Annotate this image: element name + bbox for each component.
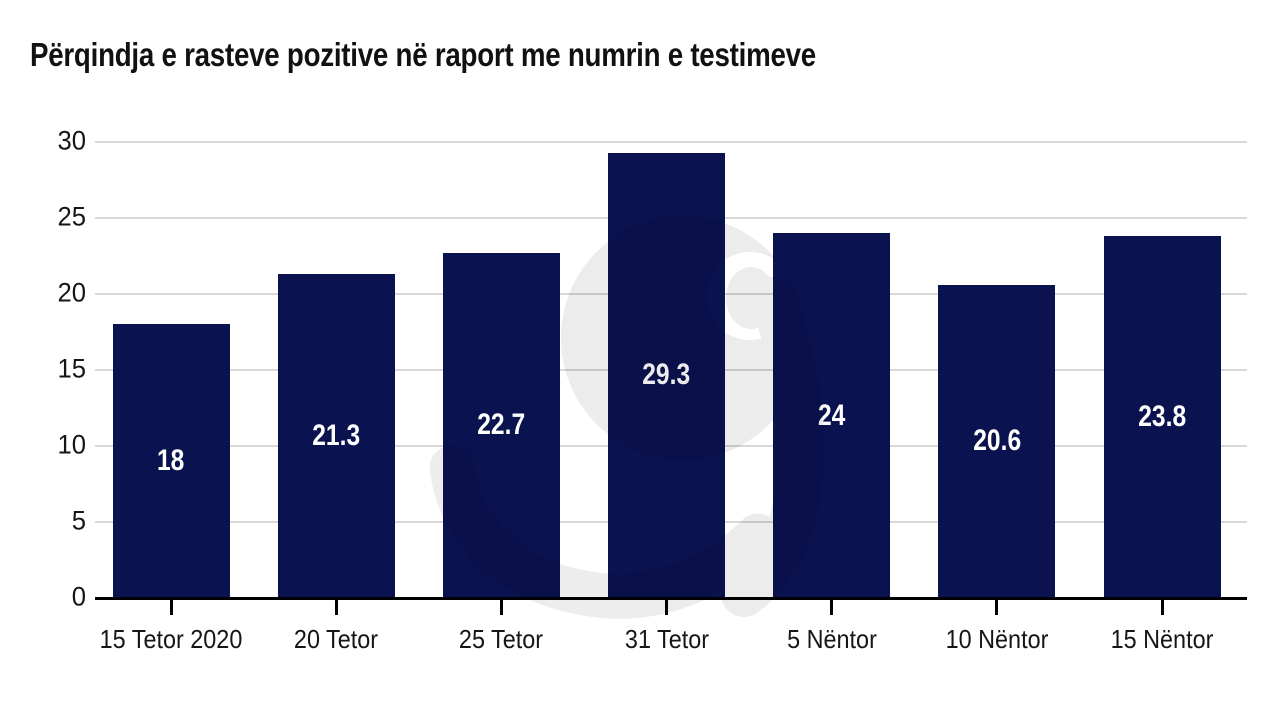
- x-axis-tick: [499, 598, 503, 615]
- bar-15-tetor-2020: 18: [112, 324, 230, 598]
- bar-value-label: 20.6: [972, 424, 1021, 458]
- x-axis-tick-label: 15 Tetor 2020: [99, 624, 243, 654]
- x-axis-tick-label: 31 Tetor: [624, 624, 709, 654]
- y-axis-tick-label: 10: [57, 429, 86, 460]
- chart-title-text: Përqindja e rasteve pozitive në raport m…: [30, 36, 816, 73]
- bar-25-tetor: 22.7: [442, 252, 560, 598]
- gridline: [95, 141, 1247, 143]
- x-axis-tick-label: 5 Nëntor: [786, 624, 877, 654]
- chart-title: Përqindja e rasteve pozitive në raport m…: [30, 36, 816, 74]
- bar-value-label: 18: [157, 444, 185, 478]
- x-axis-tick: [665, 598, 668, 615]
- y-axis-tick-label: 25: [57, 201, 86, 232]
- y-axis-tick-label: 0: [71, 581, 86, 612]
- y-axis-tick-label: 20: [57, 277, 86, 308]
- bar-15-nëntor: 23.8: [1103, 236, 1221, 598]
- watermark-eye-pupil: [726, 267, 776, 329]
- x-axis-tick: [1160, 598, 1164, 615]
- bar-31-tetor: 29.3: [608, 152, 725, 598]
- x-axis-tick: [995, 598, 999, 615]
- y-axis-tick-label: 5: [71, 505, 86, 536]
- bar-value-label: 23.8: [1138, 400, 1186, 434]
- x-axis-tick-label: 25 Tetor: [459, 624, 544, 654]
- x-axis-line: [95, 597, 1247, 600]
- bar-20-tetor: 21.3: [277, 274, 395, 598]
- x-axis-tick-label: 15 Nëntor: [1110, 624, 1214, 654]
- bar-value-label: 22.7: [477, 408, 526, 442]
- y-axis-tick-label: 30: [57, 125, 86, 156]
- x-axis-tick: [169, 598, 173, 615]
- bar-value-label: 21.3: [312, 419, 361, 453]
- x-axis-tick: [830, 598, 834, 615]
- bar-value-label: 29.3: [642, 358, 691, 392]
- y-axis-tick-label: 15: [57, 353, 86, 384]
- bar-5-nëntor: 24: [773, 233, 891, 598]
- bar-10-nëntor: 20.6: [938, 284, 1056, 598]
- bar-value-label: 24: [817, 398, 846, 432]
- x-axis-tick-label: 10 Nëntor: [945, 624, 1049, 654]
- x-axis-tick-label: 20 Tetor: [294, 624, 379, 654]
- x-axis-tick: [334, 598, 338, 615]
